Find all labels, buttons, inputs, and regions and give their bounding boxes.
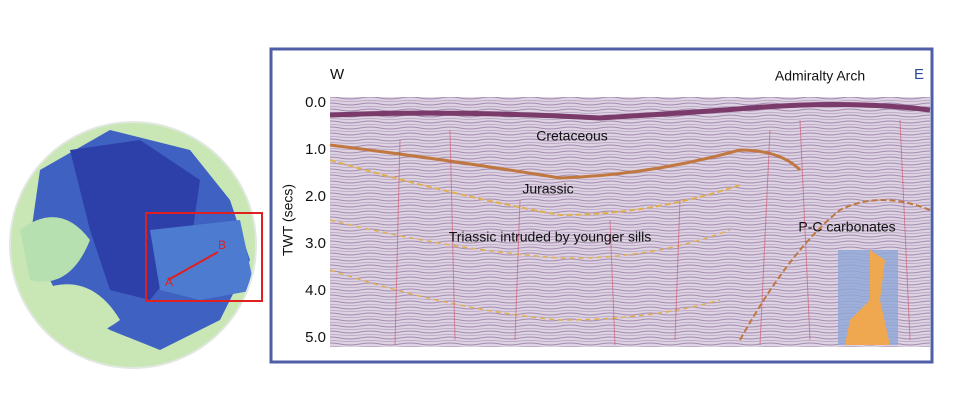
y-tick-label: 3.0: [305, 235, 326, 252]
map-edge: [9, 121, 257, 369]
y-tick-label: 0.0: [305, 94, 326, 111]
west-label: W: [330, 66, 345, 83]
east-label: E: [914, 66, 924, 83]
unit-label: Triassic intruded by younger sills: [449, 229, 652, 245]
profile-line: [167, 251, 219, 281]
unit-label: P-C carbonates: [798, 219, 895, 235]
y-tick-label: 1.0: [305, 141, 326, 158]
y-axis-label: TWT (secs): [280, 184, 296, 256]
profile-end: B: [218, 238, 226, 252]
unit-label: Jurassic: [522, 181, 573, 197]
y-tick-label: 4.0: [305, 282, 326, 299]
profile-start: A: [165, 275, 173, 289]
y-tick-label: 2.0: [305, 188, 326, 205]
map: [10, 122, 256, 368]
y-tick-label: 5.0: [305, 329, 326, 346]
unit-label: Cretaceous: [536, 128, 608, 144]
seismic-section: [329, 97, 931, 347]
feature-label: Admiralty Arch: [775, 68, 865, 84]
map-inset-box: [145, 212, 263, 302]
